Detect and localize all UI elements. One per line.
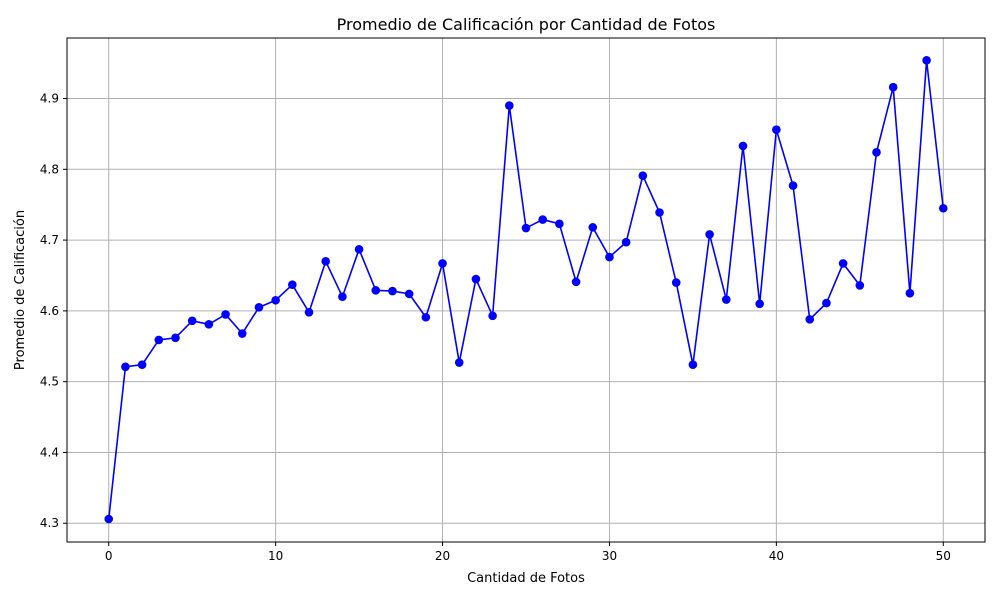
data-point: [938, 203, 948, 213]
data-point: [872, 148, 881, 157]
data-point: [137, 360, 147, 369]
data-point: [738, 141, 748, 151]
data-point: [254, 303, 264, 312]
data-point: [104, 514, 114, 524]
data-point: [671, 278, 681, 287]
plot-frame: [66, 37, 986, 543]
data-point: [505, 101, 514, 110]
data-point: [721, 295, 731, 304]
data-point: [354, 244, 364, 254]
data-point: [471, 274, 481, 284]
data-point: [588, 223, 598, 232]
data-point: [521, 223, 531, 233]
data-point: [388, 286, 397, 296]
data-point: [288, 280, 297, 289]
data-point: [888, 82, 898, 92]
y-tick-label: 4.3: [40, 516, 59, 530]
data-point: [755, 299, 764, 309]
y-tick-label: 4.7: [40, 233, 59, 247]
x-tick-label: 50: [936, 549, 951, 563]
data-point: [421, 312, 431, 322]
data-point: [304, 307, 314, 317]
data-point: [922, 55, 931, 65]
chart-title: Promedio de Calificación por Cantidad de…: [337, 15, 716, 34]
data-point: [321, 257, 331, 266]
data-point: [772, 125, 781, 134]
data-point: [905, 288, 915, 298]
data-point: [237, 329, 247, 338]
x-tick-label: 0: [105, 549, 113, 563]
data-point: [171, 333, 180, 343]
data-point: [338, 292, 347, 302]
ticks: 0 10 20 30 40 50 4.3 4.4 4.5 4.6 4.7 4.8 4.9: [40, 92, 951, 563]
x-tick-label: 20: [435, 549, 450, 563]
data-point: [438, 259, 447, 268]
x-axis-title: Cantidad de Fotos: [467, 571, 585, 586]
data-point: [154, 335, 164, 345]
x-tick-label: 40: [769, 549, 784, 563]
data-point: [621, 237, 631, 247]
y-axis-title: Promedio de Calificación: [13, 210, 28, 370]
data-point: [454, 358, 464, 367]
data-point: [638, 171, 648, 180]
data-point: [187, 316, 197, 326]
data-point: [838, 259, 848, 268]
data-point: [121, 362, 130, 372]
data-point: [788, 181, 798, 190]
data-point: [204, 320, 214, 329]
data-point: [555, 219, 564, 229]
data-point: [488, 311, 497, 321]
data-point: [705, 230, 714, 239]
y-tick-label: 4.8: [40, 162, 59, 176]
data-point: [855, 281, 865, 290]
data-point: [538, 215, 547, 224]
x-tick-label: 10: [268, 549, 283, 563]
data-point: [688, 360, 698, 369]
x-tick-label: 30: [602, 549, 617, 563]
y-tick-label: 4.4: [40, 445, 59, 459]
data-point: [822, 298, 831, 308]
data-point: [371, 286, 381, 295]
y-tick-label: 4.6: [40, 304, 59, 318]
data-point: [805, 315, 815, 324]
data-point: [404, 289, 414, 299]
series-layer: [104, 55, 948, 524]
data-point: [655, 208, 664, 217]
y-tick-label: 4.9: [40, 92, 59, 106]
data-point: [221, 310, 230, 319]
grid: [67, 38, 985, 542]
data-point: [605, 252, 614, 262]
data-point: [271, 295, 280, 305]
data-point: [571, 277, 581, 287]
y-tick-label: 4.5: [40, 375, 59, 389]
